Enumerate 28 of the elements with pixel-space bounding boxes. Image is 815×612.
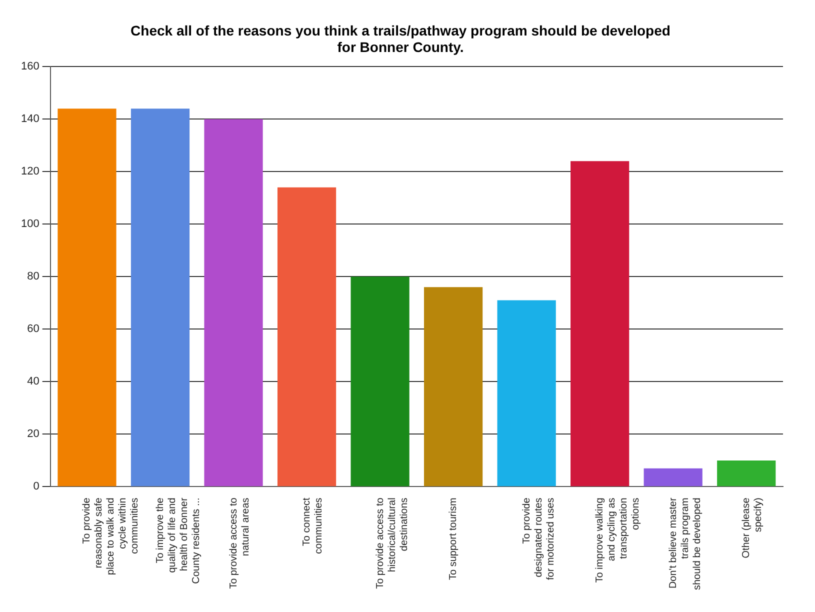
y-tick-label: 120 [20, 166, 40, 178]
x-tick-label: To provide access to historical/cultural destinations [374, 497, 410, 589]
x-tick-label: To improve walking and cycling as transportation options [594, 498, 642, 583]
y-tick-label: 40 [27, 376, 40, 388]
x-tick-label: To connect communities [302, 497, 325, 554]
y-tick-label: 140 [20, 113, 40, 126]
bar [644, 468, 702, 486]
y-tick-label: 60 [27, 323, 40, 336]
y-tick-label: 80 [27, 270, 40, 283]
bar [497, 300, 556, 486]
bar [130, 108, 190, 486]
y-tick-label: 20 [27, 428, 40, 440]
bar [204, 119, 263, 486]
bar [424, 287, 483, 486]
y-tick-label: 160 [20, 60, 40, 73]
bar [58, 108, 116, 486]
bar [277, 187, 336, 486]
y-tick-label: 100 [20, 218, 40, 230]
x-tick-label: To improve the quality of life and health of Bonner County residents ... [155, 497, 202, 584]
x-tick-label: Other (please specify) [741, 497, 764, 558]
bar [570, 161, 630, 486]
bar [350, 276, 410, 486]
y-tick-label: 0 [33, 480, 40, 493]
chart-title: Check all of the reasons you think a trails/pathway program should be developed for Bonner County. [130, 22, 670, 56]
x-tick-label: To provide designated routes for motorized uses [521, 497, 556, 580]
x-tick-label: To support tourism [448, 498, 460, 580]
bar [717, 460, 776, 486]
x-tick-label: To provide reasonably safe place to walk and cycle within communities [82, 497, 141, 575]
